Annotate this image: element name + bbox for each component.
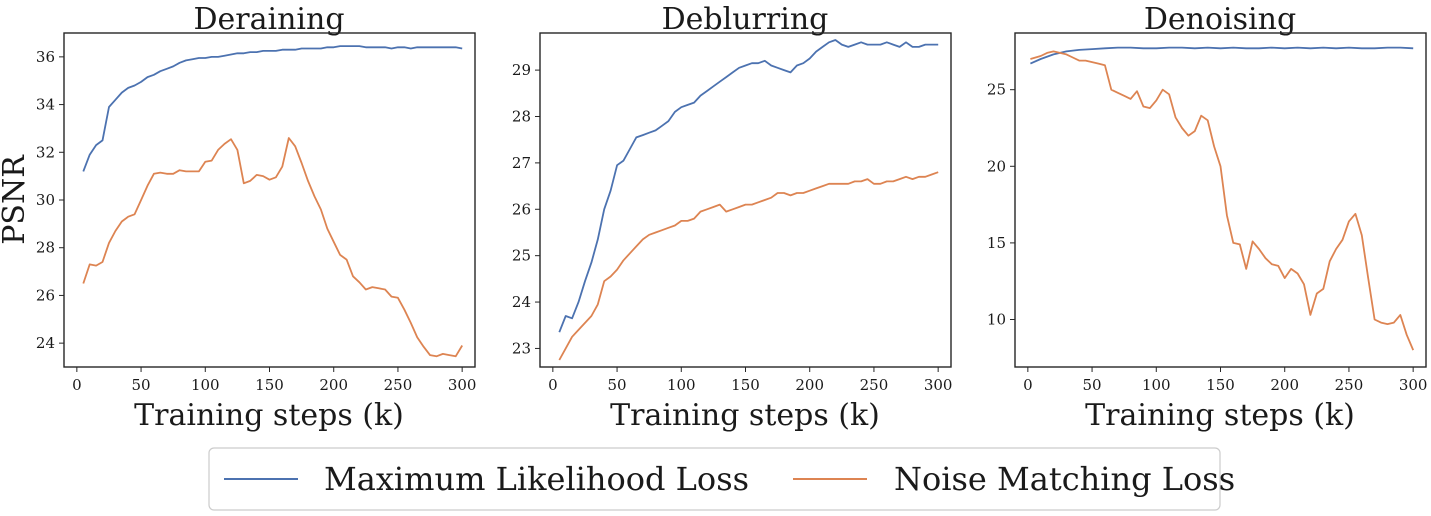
series-line-maximum-likelihood-loss	[1030, 46, 1414, 65]
y-tick-label: 25	[987, 81, 1006, 99]
y-tick-label: 24	[36, 334, 55, 352]
series-line-noise-matching-loss	[558, 171, 939, 361]
y-tick-label: 23	[512, 339, 531, 357]
x-tick-label: 150	[1206, 376, 1235, 394]
panel-title-deraining: Deraining	[193, 2, 344, 37]
y-tick-label: 20	[987, 157, 1006, 175]
x-tick-label: 200	[795, 376, 824, 394]
series-line-noise-matching-loss	[82, 137, 463, 358]
y-tick-label: 10	[987, 311, 1006, 329]
series-line-noise-matching-loss	[1030, 50, 1415, 351]
x-axis-label-denoising: Training steps (k)	[1085, 398, 1355, 433]
x-tick-label: 50	[608, 376, 627, 394]
x-tick-label: 200	[1270, 376, 1299, 394]
x-axis-label-deblurring: Training steps (k)	[610, 398, 880, 433]
panel-title-denoising: Denoising	[1144, 2, 1296, 37]
y-tick-label: 29	[512, 61, 531, 79]
y-tick-label: 36	[36, 48, 55, 66]
x-tick-label: 0	[1023, 376, 1033, 394]
x-tick-label: 0	[72, 376, 82, 394]
plot-area-denoising: 0 50 100 150 200 250 300 10 15 20 25	[987, 32, 1428, 394]
x-tick-label: 300	[1399, 376, 1428, 394]
x-tick-label: 300	[924, 376, 953, 394]
x-tick-label: 250	[1335, 376, 1364, 394]
x-tick-label: 150	[255, 376, 284, 394]
x-tick-label: 50	[132, 376, 151, 394]
legend-label-noise-matching: Noise Matching Loss	[894, 460, 1235, 498]
x-tick-label: 300	[448, 376, 477, 394]
axes-frame	[63, 32, 476, 368]
panel-title-deblurring: Deblurring	[662, 2, 829, 37]
y-tick-label: 15	[987, 234, 1006, 252]
x-tick-label: 200	[319, 376, 348, 394]
y-tick-label: 32	[36, 143, 55, 161]
series-line-maximum-likelihood-loss	[82, 45, 463, 172]
x-tick-label: 50	[1083, 376, 1102, 394]
y-tick-label: 34	[36, 96, 55, 114]
y-tick-label: 24	[512, 293, 531, 311]
y-tick-label: 25	[512, 247, 531, 265]
y-tick-label: 28	[36, 239, 55, 257]
panel-deblurring: Deblurring Training steps (k) 0 50 100 150 2…	[512, 2, 953, 433]
x-tick-label: 100	[667, 376, 696, 394]
y-axis-label: PSNR	[0, 154, 32, 245]
x-axis-label-deraining: Training steps (k)	[134, 398, 404, 433]
panel-denoising: Denoising Training steps (k) 0 50 100 150 20…	[987, 2, 1428, 433]
y-tick-label: 30	[36, 191, 55, 209]
series-line-maximum-likelihood-loss	[558, 39, 939, 333]
legend: Maximum Likelihood Loss Noise Matching L…	[208, 447, 1235, 511]
x-tick-label: 250	[860, 376, 889, 394]
y-tick-label: 26	[512, 200, 531, 218]
plot-area-deblurring: 0 50 100 150 200 250 300 23 24 25 26 27 28 29	[512, 32, 953, 394]
axes-frame	[539, 32, 952, 368]
x-tick-label: 150	[731, 376, 760, 394]
axes-frame	[1014, 32, 1427, 368]
y-tick-label: 26	[36, 286, 55, 304]
legend-frame	[208, 447, 1221, 511]
plot-area-deraining: 0 50 100 150 200 250 300 24 26 28 30 32 34 36	[36, 32, 477, 394]
x-tick-label: 100	[191, 376, 220, 394]
x-tick-label: 100	[1142, 376, 1171, 394]
y-tick-label: 27	[512, 154, 531, 172]
y-tick-label: 28	[512, 108, 531, 126]
x-tick-label: 0	[548, 376, 558, 394]
panel-deraining: Deraining PSNR Training steps (k) 0 50 100…	[0, 2, 476, 433]
legend-label-max-likelihood: Maximum Likelihood Loss	[324, 460, 749, 498]
x-tick-label: 250	[384, 376, 413, 394]
